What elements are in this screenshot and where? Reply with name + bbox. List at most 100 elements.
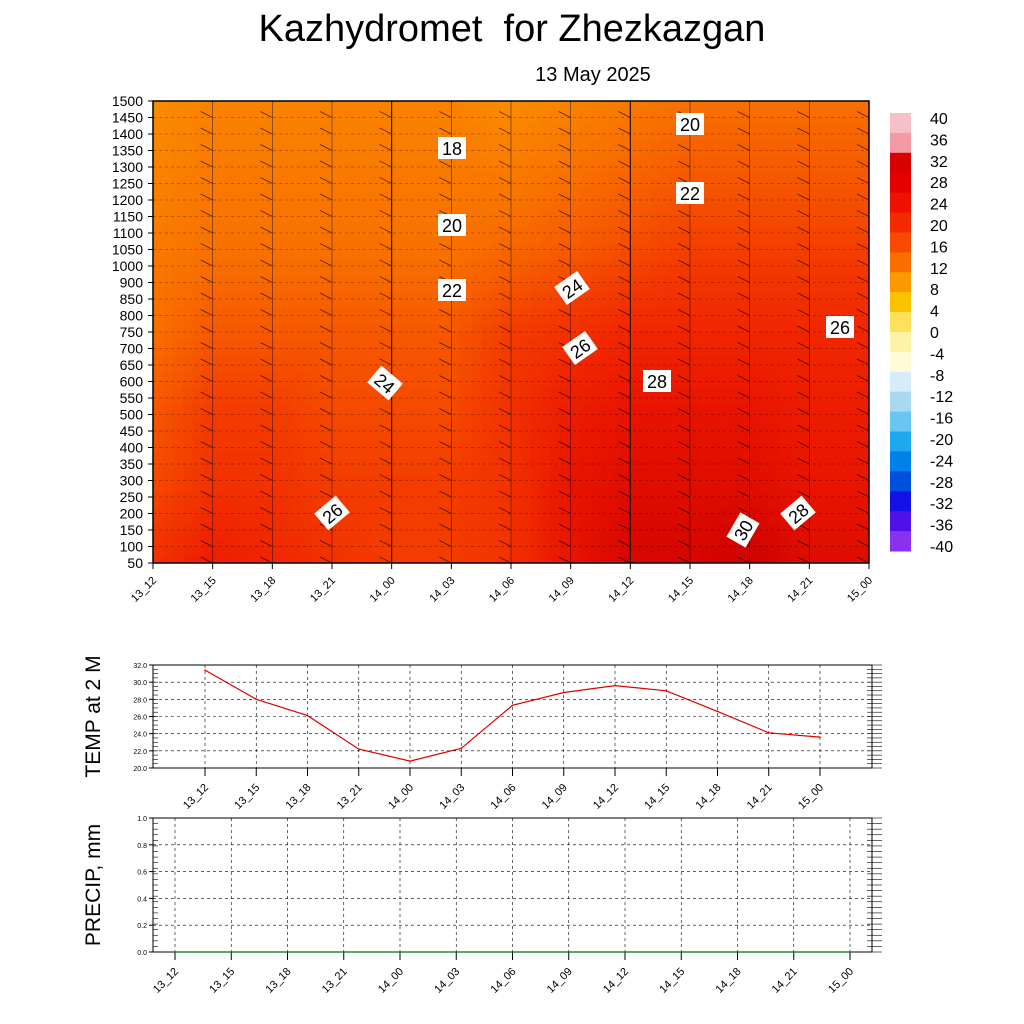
heatmap-cell — [421, 459, 433, 469]
heatmap-cell — [600, 395, 612, 405]
heatmap-cell — [530, 316, 542, 325]
wind-barb — [629, 101, 631, 102]
heatmap-cell — [451, 539, 462, 548]
heatmap-cell — [819, 308, 830, 317]
wind-barb — [618, 259, 631, 267]
heatmap-cell — [640, 339, 651, 349]
heatmap-cell — [699, 140, 711, 150]
heatmap-cell — [272, 164, 283, 174]
heatmap-cell — [520, 172, 532, 182]
heatmap-cell — [570, 427, 582, 437]
heatmap-cell — [312, 101, 323, 110]
heatmap-cell — [759, 491, 771, 500]
heatmap-cell — [501, 260, 512, 269]
heatmap-cell — [481, 355, 492, 365]
heatmap-cell — [670, 156, 681, 166]
heatmap-cell — [540, 371, 552, 381]
heatmap-cell — [431, 347, 442, 357]
heatmap-cell — [570, 101, 582, 110]
heatmap-cell — [471, 196, 482, 206]
heatmap-cell — [471, 539, 482, 548]
heatmap-cell — [769, 515, 781, 524]
heatmap-cell — [411, 284, 423, 293]
heatmap-cell — [610, 268, 621, 277]
heatmap-cell — [282, 148, 293, 158]
heatmap-cell — [520, 164, 532, 174]
heatmap-cell — [351, 427, 363, 437]
heatmap-cell — [371, 355, 383, 365]
x-tick-label: 13_18 — [248, 575, 278, 605]
heatmap-cell — [441, 124, 452, 134]
heatmap-cell — [421, 140, 433, 150]
heatmap-cell — [262, 101, 273, 110]
heatmap-cell — [322, 220, 333, 230]
heatmap-cell — [222, 411, 234, 421]
heatmap-cell — [570, 220, 582, 230]
heatmap-cell — [759, 180, 771, 190]
heatmap-cell — [600, 196, 612, 206]
heatmap-cell — [431, 451, 442, 461]
heatmap-cell — [759, 451, 771, 461]
heatmap-cell — [411, 220, 423, 230]
heatmap-cell — [351, 419, 363, 429]
wind-barb — [379, 474, 392, 481]
wind-barb — [856, 523, 869, 531]
heatmap-cell — [849, 292, 860, 301]
heatmap-cell — [302, 355, 313, 365]
wind-barb — [319, 325, 333, 333]
heatmap-cell — [680, 156, 691, 166]
heatmap-cell — [640, 108, 651, 118]
heatmap-cell — [590, 507, 602, 516]
heatmap-cell — [550, 339, 562, 349]
heatmap-cell — [361, 451, 373, 461]
heatmap-cell — [520, 316, 532, 325]
heatmap-cell — [859, 451, 869, 461]
y-tick-label: 1100 — [113, 225, 143, 241]
heatmap-cell — [729, 427, 741, 437]
heatmap-cell — [511, 164, 522, 174]
heatmap-cell — [441, 268, 452, 277]
heatmap-cell — [312, 403, 323, 413]
heatmap-cell — [789, 228, 800, 238]
heatmap-cell — [182, 435, 194, 445]
heatmap-cell — [282, 379, 293, 389]
heatmap-cell — [610, 531, 621, 540]
heatmap-cell — [650, 403, 661, 413]
heatmap-cell — [809, 332, 820, 341]
heatmap-cell — [322, 132, 333, 142]
heatmap-cell — [580, 483, 592, 492]
heatmap-cell — [401, 172, 413, 182]
heatmap-cell — [550, 491, 562, 500]
heatmap-cell — [391, 419, 403, 429]
heatmap-cell — [560, 339, 572, 349]
heatmap-cell — [809, 459, 820, 469]
heatmap-cell — [202, 547, 214, 556]
heatmap-cell — [859, 395, 869, 405]
wind-barb — [200, 325, 213, 333]
wind-barb — [677, 226, 691, 234]
heatmap-cell — [501, 316, 512, 325]
heatmap-cell — [172, 547, 184, 556]
heatmap-cell — [610, 324, 621, 333]
heatmap-cell — [580, 539, 592, 548]
heatmap-cell — [650, 387, 661, 397]
wind-barb — [498, 144, 512, 151]
heatmap-cell — [292, 507, 303, 516]
heatmap-cell — [172, 387, 184, 397]
data-point — [562, 691, 565, 694]
heatmap-cell — [212, 172, 224, 182]
heatmap-cell — [172, 483, 184, 492]
heatmap-cell — [590, 116, 602, 126]
heatmap-cell — [212, 156, 224, 166]
heatmap-cell — [709, 292, 721, 301]
heatmap-cell — [371, 523, 383, 532]
heatmap-cell — [322, 539, 333, 548]
heatmap-cell — [431, 419, 442, 429]
heatmap-cell — [849, 507, 860, 516]
heatmap-cell — [769, 491, 781, 500]
heatmap-cell — [819, 164, 830, 174]
heatmap-cell — [550, 292, 562, 301]
heatmap-cell — [162, 395, 174, 405]
heatmap-cell — [650, 459, 661, 469]
heatmap-cell — [779, 116, 791, 126]
